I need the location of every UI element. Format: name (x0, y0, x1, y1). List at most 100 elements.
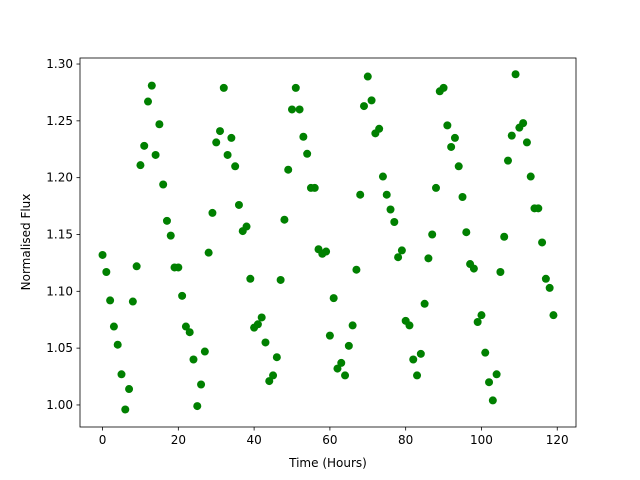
point (147, 81, 156, 90)
point (413, 371, 422, 380)
point (98, 250, 107, 259)
point (125, 385, 134, 394)
point (155, 120, 164, 129)
point (428, 230, 437, 239)
point (481, 348, 490, 357)
point (265, 377, 274, 386)
y-tick-label: 1.25 (46, 114, 73, 128)
point (394, 253, 403, 262)
point (162, 216, 171, 225)
point (333, 364, 342, 373)
point (144, 97, 153, 106)
point (522, 138, 531, 147)
point (121, 405, 130, 414)
point (227, 133, 236, 142)
point (291, 83, 300, 92)
point (174, 263, 183, 272)
point (128, 297, 137, 306)
y-tick-label: 1.20 (46, 171, 73, 185)
point (356, 190, 365, 199)
point (473, 317, 482, 326)
point (322, 247, 331, 256)
point (223, 150, 232, 159)
point (447, 142, 456, 151)
point (325, 331, 334, 340)
point (288, 105, 297, 114)
point (382, 190, 391, 199)
point (367, 96, 376, 105)
point (503, 156, 512, 165)
point (197, 380, 206, 389)
point (477, 311, 486, 320)
x-tick-label: 20 (171, 433, 186, 447)
point (378, 172, 387, 181)
y-tick-label: 1.00 (46, 398, 73, 412)
point (231, 162, 240, 171)
point (276, 275, 285, 284)
y-tick-label: 1.10 (46, 284, 73, 298)
point (431, 183, 440, 192)
point (303, 149, 312, 158)
point (178, 291, 187, 300)
point (454, 162, 463, 171)
point (269, 371, 278, 380)
y-tick-label: 1.15 (46, 227, 73, 241)
point (386, 205, 395, 214)
point (200, 347, 209, 356)
point (450, 133, 459, 142)
point (443, 121, 452, 130)
point (500, 232, 509, 241)
point (208, 208, 217, 217)
point (409, 355, 418, 364)
point (310, 183, 319, 192)
point (253, 320, 262, 329)
point (541, 274, 550, 283)
point (299, 132, 308, 141)
x-tick-label: 80 (398, 433, 413, 447)
x-tick-label: 120 (546, 433, 569, 447)
point (507, 131, 516, 140)
point (405, 321, 414, 330)
point (185, 328, 194, 337)
point (363, 72, 372, 81)
point (117, 370, 126, 379)
point (242, 222, 251, 231)
point (352, 265, 361, 274)
point (492, 370, 501, 379)
point (136, 161, 145, 170)
point (102, 267, 111, 276)
point (280, 215, 289, 224)
point (485, 378, 494, 387)
y-tick-label: 1.05 (46, 341, 73, 355)
point (424, 254, 433, 263)
point (458, 192, 467, 201)
x-axis-label: Time (Hours) (288, 456, 367, 470)
y-tick-label: 1.30 (46, 57, 73, 71)
point (204, 248, 213, 257)
point (519, 119, 528, 128)
point (420, 299, 429, 308)
point (397, 246, 406, 255)
point (257, 313, 266, 322)
point (140, 141, 149, 150)
point (234, 200, 243, 209)
point (416, 349, 425, 358)
point (189, 355, 198, 364)
point (545, 283, 554, 292)
point (511, 70, 520, 79)
x-tick-label: 0 (99, 433, 107, 447)
point (246, 274, 255, 283)
point (534, 204, 543, 213)
point (219, 83, 228, 92)
point (109, 322, 118, 331)
point (329, 294, 338, 303)
point (538, 238, 547, 247)
point (159, 180, 168, 189)
point (132, 262, 141, 271)
point (549, 311, 558, 320)
point (462, 228, 471, 237)
point (341, 371, 350, 380)
point (496, 267, 505, 276)
